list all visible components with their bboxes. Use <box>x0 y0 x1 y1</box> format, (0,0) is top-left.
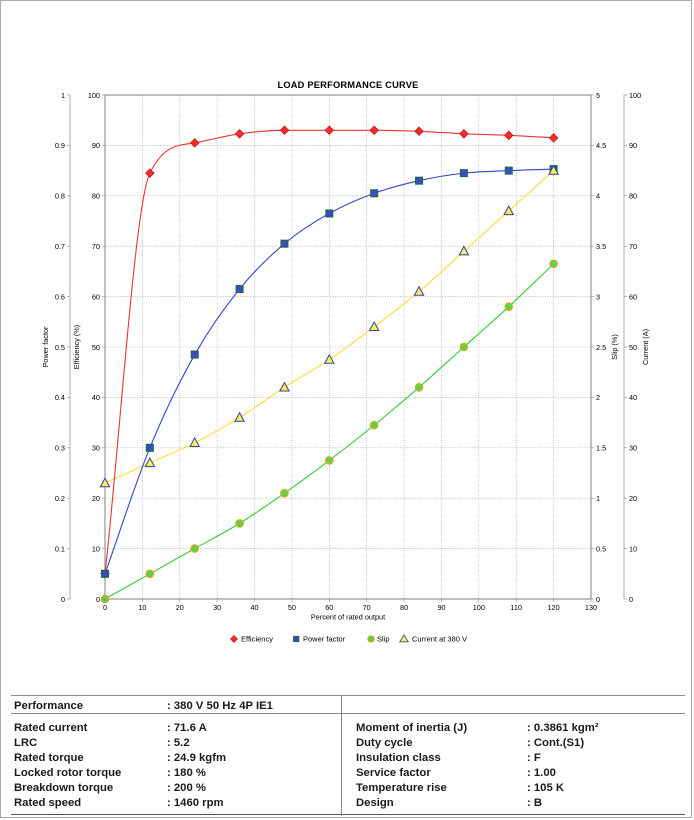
svg-text:100: 100 <box>88 91 100 100</box>
svg-text:0: 0 <box>103 603 107 612</box>
svg-text:10: 10 <box>629 544 637 553</box>
svg-text:90: 90 <box>437 603 445 612</box>
svg-text:20: 20 <box>92 494 100 503</box>
svg-text:30: 30 <box>629 444 637 453</box>
svg-text:50: 50 <box>92 343 100 352</box>
svg-text:10: 10 <box>138 603 146 612</box>
svg-text:0.7: 0.7 <box>55 242 65 251</box>
svg-text:0: 0 <box>629 595 633 604</box>
svg-text:80: 80 <box>400 603 408 612</box>
svg-text:70: 70 <box>363 603 371 612</box>
svg-text:110: 110 <box>510 603 522 612</box>
svg-text:40: 40 <box>250 603 258 612</box>
svg-text:Slip: Slip <box>377 635 390 644</box>
svg-text:20: 20 <box>176 603 184 612</box>
svg-text:4: 4 <box>596 192 600 201</box>
svg-text:90: 90 <box>629 141 637 150</box>
svg-text:0.1: 0.1 <box>55 544 65 553</box>
svg-text:Power factor: Power factor <box>303 635 346 644</box>
svg-text:0.9: 0.9 <box>55 141 65 150</box>
svg-text:4.5: 4.5 <box>596 141 606 150</box>
svg-text:40: 40 <box>92 393 100 402</box>
svg-text:0.4: 0.4 <box>55 393 65 402</box>
svg-text:20: 20 <box>629 494 637 503</box>
svg-text:60: 60 <box>92 292 100 301</box>
svg-text:5: 5 <box>596 91 600 100</box>
svg-text:80: 80 <box>629 192 637 201</box>
svg-text:60: 60 <box>629 292 637 301</box>
svg-text:0.5: 0.5 <box>55 343 65 352</box>
svg-text:Current at 380 V: Current at 380 V <box>412 635 467 644</box>
svg-text:40: 40 <box>629 393 637 402</box>
svg-text:3.5: 3.5 <box>596 242 606 251</box>
svg-text:60: 60 <box>325 603 333 612</box>
svg-text:1: 1 <box>596 494 600 503</box>
svg-text:Power factor: Power factor <box>41 326 50 368</box>
svg-text:50: 50 <box>629 343 637 352</box>
svg-text:Efficiency: Efficiency <box>241 635 273 644</box>
svg-text:2.5: 2.5 <box>596 343 606 352</box>
svg-text:1.5: 1.5 <box>596 444 606 453</box>
svg-text:2: 2 <box>596 393 600 402</box>
svg-text:90: 90 <box>92 141 100 150</box>
svg-text:30: 30 <box>92 444 100 453</box>
svg-text:3: 3 <box>596 292 600 301</box>
svg-text:0.6: 0.6 <box>55 292 65 301</box>
svg-text:30: 30 <box>213 603 221 612</box>
svg-text:70: 70 <box>629 242 637 251</box>
svg-text:0.5: 0.5 <box>596 544 606 553</box>
svg-text:Current (A): Current (A) <box>641 329 650 365</box>
svg-text:0.2: 0.2 <box>55 494 65 503</box>
svg-text:0.8: 0.8 <box>55 192 65 201</box>
svg-text:50: 50 <box>288 603 296 612</box>
svg-text:120: 120 <box>548 603 560 612</box>
svg-text:0: 0 <box>96 595 100 604</box>
svg-text:100: 100 <box>629 91 641 100</box>
svg-text:Slip (%): Slip (%) <box>610 334 619 360</box>
svg-text:Efficiency (%): Efficiency (%) <box>72 325 81 369</box>
svg-text:0: 0 <box>61 595 65 604</box>
svg-text:130: 130 <box>585 603 597 612</box>
svg-text:10: 10 <box>92 544 100 553</box>
svg-text:Percent of rated output: Percent of rated output <box>311 613 385 622</box>
svg-text:80: 80 <box>92 192 100 201</box>
svg-text:100: 100 <box>473 603 485 612</box>
svg-text:1: 1 <box>61 91 65 100</box>
svg-text:0.3: 0.3 <box>55 444 65 453</box>
svg-text:70: 70 <box>92 242 100 251</box>
